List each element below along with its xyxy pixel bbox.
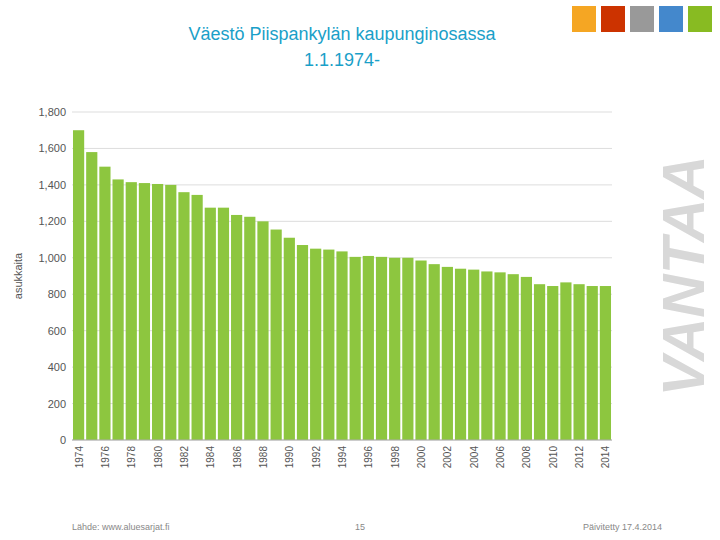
title: Väestö Piispankylän kaupunginosassa (188, 24, 496, 44)
x-tick-label: 2014 (600, 446, 611, 469)
y-tick-label: 1,600 (38, 142, 66, 154)
bar (73, 130, 84, 440)
grid-line (72, 440, 612, 441)
bar (442, 267, 453, 440)
x-tick-label: 1990 (284, 446, 295, 469)
x-axis: 1974 1976 1978 1980 1982 1984 1986 1988 1990 1992… (74, 446, 612, 469)
bar (455, 269, 466, 440)
bar (86, 152, 97, 440)
bar (468, 270, 479, 440)
bar (257, 221, 268, 440)
subtitle: 1.1.1974- (304, 50, 380, 70)
bar (244, 217, 255, 440)
bar (402, 258, 413, 440)
bar (271, 230, 282, 440)
y-tick-label: 600 (48, 325, 66, 337)
corner-square (601, 6, 625, 32)
bar (323, 250, 334, 440)
background (0, 0, 720, 540)
x-tick-label: 1980 (153, 446, 164, 469)
footer-right: Päivitetty 17.4.2014 (583, 522, 662, 532)
x-tick-label: 1984 (205, 446, 216, 469)
x-axis-line (72, 440, 612, 441)
bar (521, 277, 532, 440)
y-tick-label: 200 (48, 398, 66, 410)
x-tick-label: 1992 (311, 446, 322, 469)
bar (547, 286, 558, 440)
grid-line (72, 112, 612, 113)
x-tick-label: 1986 (232, 446, 243, 469)
bar (389, 258, 400, 440)
bar (415, 261, 426, 440)
y-tick-label: 1,800 (38, 106, 66, 118)
bar (587, 286, 598, 440)
bar (192, 195, 203, 440)
bar (508, 274, 519, 440)
x-tick-label: 2012 (574, 446, 585, 469)
bars (73, 130, 611, 440)
x-tick-label: 2002 (442, 446, 453, 469)
bar (165, 185, 176, 440)
x-tick-label: 2010 (548, 446, 559, 469)
bar (481, 271, 492, 440)
bar (494, 272, 505, 440)
grid-line (72, 148, 612, 149)
x-tick-label: 2004 (469, 446, 480, 469)
bar (560, 282, 571, 440)
bar (113, 179, 124, 440)
watermark: VANTAA (650, 155, 717, 396)
bar (297, 245, 308, 440)
footer-left: Lähde: www.aluesarjat.fi (72, 522, 170, 532)
bar (205, 208, 216, 440)
x-tick-label: 1976 (100, 446, 111, 469)
bar (231, 215, 242, 440)
bar (600, 286, 611, 440)
corner-square (572, 6, 596, 32)
bar (376, 257, 387, 440)
x-tick-label: 2000 (416, 446, 427, 469)
x-tick-label: 1996 (363, 446, 374, 469)
corner-square (688, 6, 712, 32)
bar (573, 284, 584, 440)
footer-center: 15 (355, 522, 365, 532)
bar (336, 251, 347, 440)
chart: Väestö Piispankylän kaupunginosassa 1.1.1… (0, 0, 720, 540)
bar (152, 184, 163, 440)
y-tick-label: 1,400 (38, 179, 66, 191)
y-tick-label: 1,200 (38, 215, 66, 227)
x-tick-label: 1978 (126, 446, 137, 469)
bar (178, 192, 189, 440)
bar (126, 182, 137, 440)
x-tick-label: 1998 (390, 446, 401, 469)
bar (99, 167, 110, 440)
bar (350, 257, 361, 440)
x-tick-label: 1982 (179, 446, 190, 469)
bar (534, 284, 545, 440)
y-tick-label: 0 (60, 434, 66, 446)
bar (429, 264, 440, 440)
y-axis-label: asukkaita (12, 252, 24, 299)
bar (139, 183, 150, 440)
bar (218, 208, 229, 440)
x-tick-label: 2008 (521, 446, 532, 469)
x-tick-label: 2006 (495, 446, 506, 469)
x-tick-label: 1988 (258, 446, 269, 469)
y-tick-label: 800 (48, 288, 66, 300)
y-tick-label: 400 (48, 361, 66, 373)
x-tick-label: 1994 (337, 446, 348, 469)
corner-square (659, 6, 683, 32)
y-axis: 0 200 400 600 800 1,000 1,200 1,400 1,600 1,800 (38, 106, 612, 446)
bar (284, 238, 295, 440)
y-tick-label: 1,000 (38, 252, 66, 264)
bar (310, 249, 321, 440)
corner-square (630, 6, 654, 32)
bar (363, 256, 374, 440)
x-tick-label: 1974 (74, 446, 85, 469)
